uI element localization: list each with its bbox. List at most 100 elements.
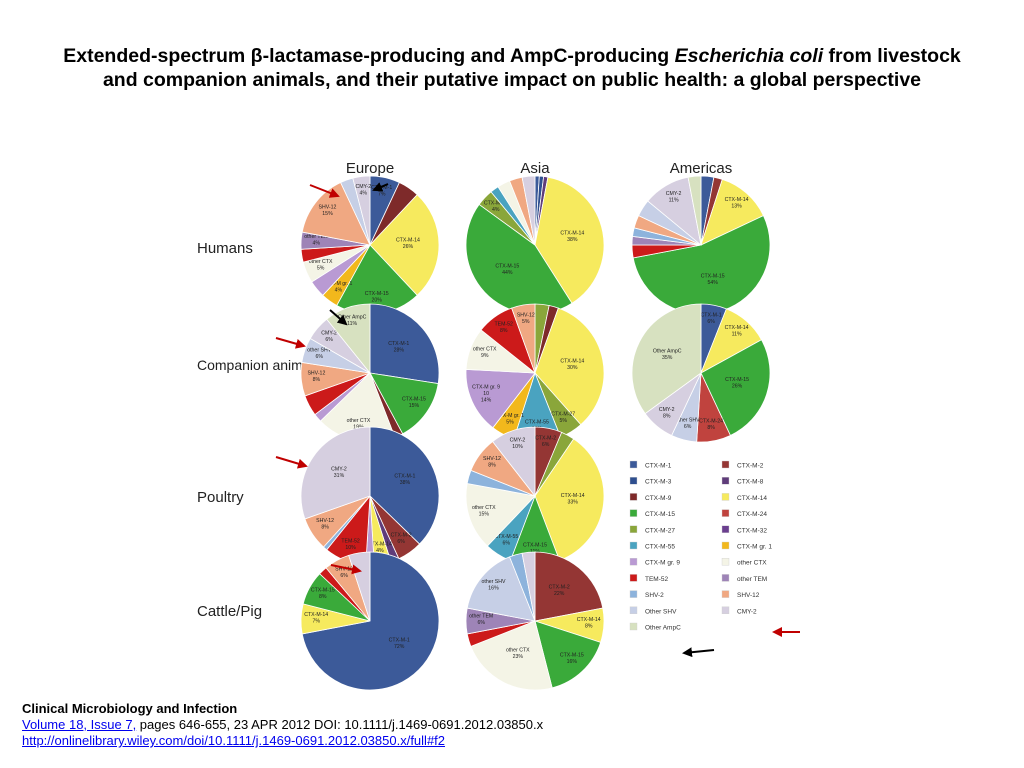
annotation-arrow-red (330, 564, 362, 575)
pie-slice-other-ampc (687, 175, 702, 246)
legend-label: CTX-M-15 (645, 511, 675, 518)
legend-swatch (629, 622, 638, 631)
pie-slice-ctx-m-1 (369, 426, 440, 545)
annotation-arrow-black (372, 182, 389, 192)
legend-item-ctx-m-27: CTX-M-27 (629, 525, 675, 534)
pie-asia-cattle-pig: CTX-M-2 22% CTX-M-14 8% CTX-M-15 16% other CTX… (465, 551, 605, 691)
legend-swatch (629, 460, 638, 469)
slice-label: CTX-M-15 26% (725, 377, 749, 390)
legend-label: CTX-M-55 (645, 544, 675, 551)
pie-slice-cmy-2 (492, 426, 536, 498)
pie-slice-ctx-m-14 (369, 194, 440, 296)
pies: CTX-M-1 7%CTX-M-14 26%CTX-M-15 20%CTX-M gr.… (300, 175, 771, 691)
region-label-asia: Asia (520, 160, 550, 177)
volume-link[interactable]: Volume 18, Issue 7, (22, 717, 137, 732)
host-label-cattle-pig: Cattle/Pig (197, 603, 262, 620)
slice-label: CMY-2 8% (659, 407, 675, 420)
slice-label: CTX-M-14 38% (560, 230, 584, 243)
slice-label: TEM-52 8% (494, 322, 513, 335)
slice-label: CMY-2 6% (321, 331, 337, 344)
slice-label: CTX-M-27 4% (484, 201, 508, 214)
slice-label: CTX-M-1 28% (388, 341, 409, 354)
title-italic: Escherichia coli (674, 45, 824, 67)
page-title: Extended-spectrum β-lactamase-producing … (60, 44, 964, 92)
pie-slice-ctx-m-1 (301, 551, 440, 691)
slice-label: CMY-2 11% (666, 191, 682, 204)
pie-slice-ctx-m-2 (534, 551, 604, 622)
slice-label: CTX-M-55 6% (494, 534, 518, 547)
pie-slice-other-ampc (631, 303, 702, 415)
pie-europe-cattle-pig: CTX-M-1 72% CTX-M-14 7% CTX-M-15 8%SHV-12 6% (300, 551, 440, 691)
slice-label: other TEM 4% (304, 234, 328, 247)
legend-item-ctx-m-1: CTX-M-1 (629, 460, 672, 470)
legend-item-ctx-m-2: CTX-M-2 (721, 460, 764, 470)
slice-label: CTX-M-14 7% (304, 612, 328, 625)
legend-item-other-ctx: other CTX (721, 558, 767, 567)
pie-asia-humans: CTX-M-14 38% CTX-M-15 44% CTX-M-27 4% (465, 175, 605, 315)
host-labels: Humans Companion animals Poultry Cattle/… (197, 240, 321, 620)
pie-chart-figure: Europe Asia Americas Humans Companion an… (197, 160, 800, 691)
legend-swatch (629, 477, 638, 485)
legend-label: CMY-2 (737, 608, 757, 615)
legend-label: TEM-52 (645, 576, 669, 583)
arrows (275, 182, 800, 658)
legend-label: CTX-M-1 (645, 463, 672, 470)
host-label-poultry: Poultry (197, 489, 244, 506)
region-labels: Europe Asia Americas (346, 160, 732, 177)
slice-label: other CTX 15% (472, 505, 496, 517)
legend-swatch (721, 525, 730, 533)
legend-item-ctx-m-gr-1: CTX-M gr. 1 (721, 541, 772, 551)
legend-swatch (629, 590, 638, 598)
legend-item-ctx-m-32: CTX-M-32 (721, 525, 767, 534)
annotation-arrow-black (682, 647, 715, 658)
pie-slice-ctx-m-14 (534, 438, 605, 561)
article-url-link[interactable]: http://onlinelibrary.wiley.com/doi/10.11… (22, 733, 446, 748)
slice-label: CTX-M-15 16% (560, 653, 584, 666)
legend-swatch (629, 558, 638, 566)
legend-label: CTX-M gr. 9 (645, 560, 680, 567)
region-label-europe: Europe (346, 160, 394, 177)
pie-europe-poultry: CTX-M-1 38% CTX-M-2 6%CTX-M-14 4% TEM-52 10% SH… (300, 426, 440, 566)
pie-slice-ctx-m-15 (369, 372, 439, 435)
legend-swatch (721, 509, 730, 517)
legend-item-shv-12: SHV-12 (721, 590, 760, 599)
legend-label: Other SHV (645, 608, 677, 615)
slice-label: CTX-M-24 8% (699, 418, 723, 431)
legend-label: CTX-M-2 (737, 463, 764, 470)
pie-americas-humans: CTX-M-14 13% CTX-M-15 54% CMY-2 11% (631, 175, 771, 315)
legend-label: SHV-12 (737, 592, 760, 599)
pie-slice-ctx-m-14 (534, 307, 605, 426)
slice-label: other SHV 6% (307, 348, 331, 361)
slice-label: TEM-52 10% (341, 539, 360, 552)
legend-label: CTX-M-32 (737, 527, 767, 534)
slice-label: CMY-2 4% (355, 184, 371, 197)
legend-item-shv-2: SHV-2 (629, 590, 664, 599)
legend-label: CTX-M gr. 1 (737, 544, 772, 551)
slice-label: CTX-M-14 11% (725, 325, 749, 338)
pie-slice-other-ctx (465, 483, 536, 547)
legend-item-cmy-2: CMY-2 (721, 606, 757, 615)
pie-slice-cmy-2 (521, 175, 536, 246)
legend-item-other-tem: other TEM (721, 574, 767, 583)
legend-label: CTX-M-27 (645, 527, 675, 534)
title-part2: from livestock and companion animals, an… (102, 45, 961, 91)
legend-label: CTX-M-9 (645, 495, 672, 502)
slice-label: SHV-12 5% (517, 313, 535, 326)
title-part1: Extended-spectrum β-lactamase-producing … (63, 45, 675, 67)
legend-label: CTX-M-3 (645, 479, 672, 486)
legend-swatch (629, 574, 638, 582)
annotation-arrow-red (275, 456, 308, 469)
region-label-americas: Americas (670, 160, 733, 177)
slice-label: CTX-M-15 8% (311, 588, 335, 601)
pie-asia-poultry: CTX-M-26%CTX-M-1433%CTX-M-1511%CTX-M-556… (465, 426, 605, 566)
legend-label: SHV-2 (645, 592, 664, 599)
journal-name: Clinical Microbiology and Infection (22, 701, 238, 716)
legend-item-ctx-m-15: CTX-M-15 (629, 509, 675, 518)
slice-label: CTX-M gr. 1 5% (496, 413, 524, 426)
pie-europe-humans: CTX-M-1 7%CTX-M-14 26%CTX-M-15 20%CTX-M gr.… (300, 175, 440, 315)
pie-slice-ctx-m-1 (369, 303, 440, 385)
slice-label: CTX-M-15 44% (495, 264, 519, 277)
slice-label: CTX-M-15 54% (701, 274, 725, 287)
legend-item-other-shv: Other SHV (629, 606, 677, 615)
slice-label: CTX-M-15 20% (365, 291, 389, 304)
